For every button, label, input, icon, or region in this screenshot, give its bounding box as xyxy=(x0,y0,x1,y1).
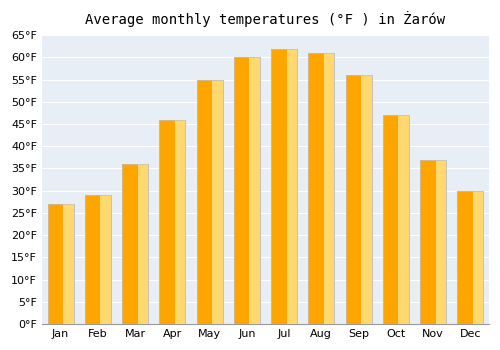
Bar xyxy=(48,204,74,324)
Bar xyxy=(271,49,286,324)
Bar xyxy=(85,195,100,324)
Bar xyxy=(196,79,222,324)
Bar xyxy=(122,164,148,324)
Bar xyxy=(308,53,334,324)
Title: Average monthly temperatures (°F ) in Żarów: Average monthly temperatures (°F ) in Ża… xyxy=(86,11,446,27)
Bar xyxy=(436,160,446,324)
Bar xyxy=(63,204,74,324)
Bar xyxy=(271,49,297,324)
Bar xyxy=(473,191,484,324)
Bar xyxy=(457,191,483,324)
Bar xyxy=(122,164,138,324)
Bar xyxy=(234,57,260,324)
Bar xyxy=(382,115,409,324)
Bar xyxy=(85,195,111,324)
Bar xyxy=(346,75,361,324)
Bar xyxy=(234,57,260,324)
Bar xyxy=(286,49,297,324)
Bar xyxy=(212,79,222,324)
Bar xyxy=(175,120,186,324)
Bar xyxy=(308,53,334,324)
Bar xyxy=(457,191,483,324)
Bar xyxy=(382,115,398,324)
Bar xyxy=(308,53,324,324)
Bar xyxy=(271,49,297,324)
Bar xyxy=(100,195,111,324)
Bar xyxy=(382,115,409,324)
Bar xyxy=(122,164,148,324)
Bar xyxy=(48,204,63,324)
Bar xyxy=(48,204,74,324)
Bar xyxy=(420,160,446,324)
Bar xyxy=(324,53,334,324)
Bar xyxy=(160,120,186,324)
Bar xyxy=(196,79,212,324)
Bar xyxy=(196,79,222,324)
Bar xyxy=(361,75,372,324)
Bar xyxy=(346,75,372,324)
Bar xyxy=(398,115,409,324)
Bar xyxy=(420,160,436,324)
Bar xyxy=(138,164,148,324)
Bar xyxy=(234,57,250,324)
Bar xyxy=(420,160,446,324)
Bar xyxy=(250,57,260,324)
Bar xyxy=(160,120,186,324)
Bar xyxy=(85,195,111,324)
Bar xyxy=(457,191,473,324)
Bar xyxy=(160,120,175,324)
Bar xyxy=(346,75,372,324)
